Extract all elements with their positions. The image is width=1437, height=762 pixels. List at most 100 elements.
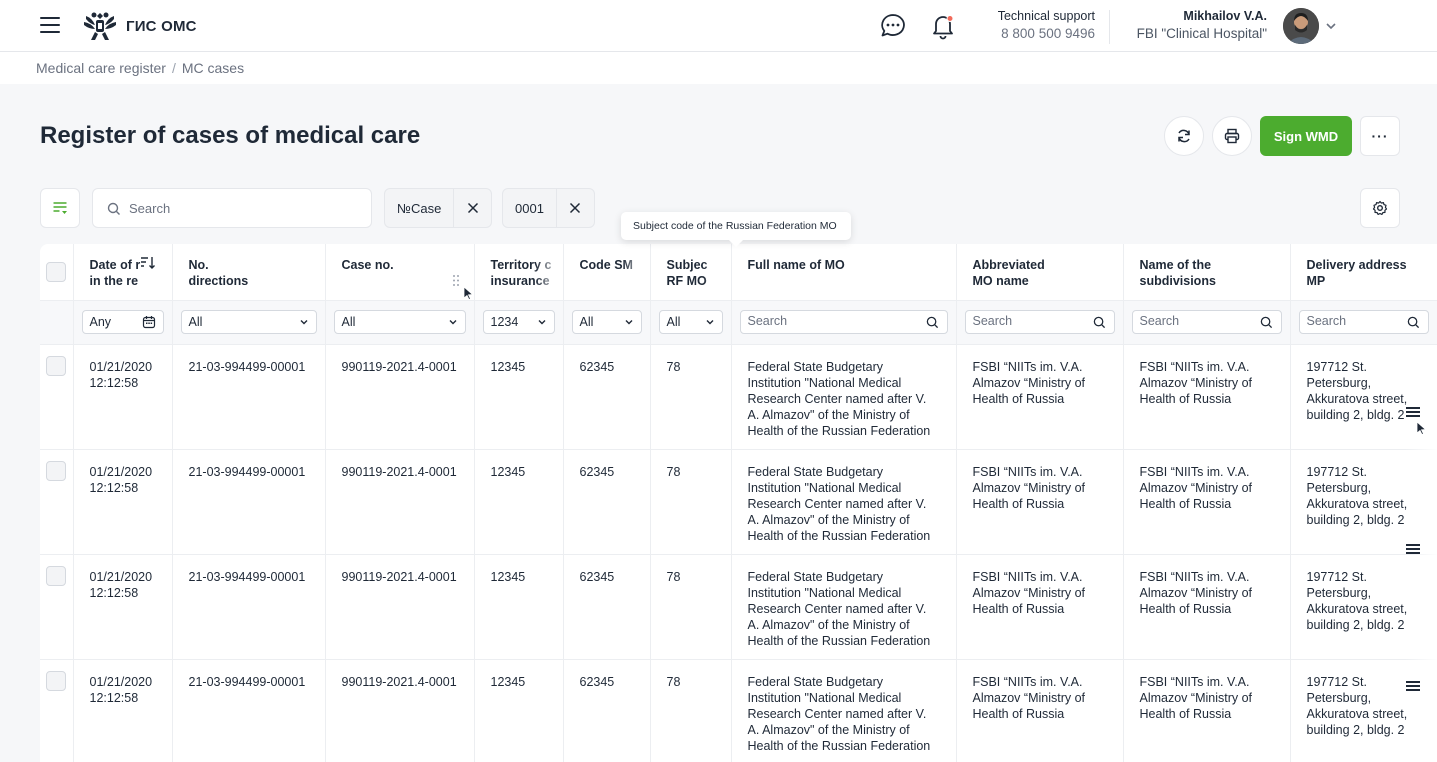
row-checkbox[interactable] <box>46 670 67 691</box>
header-line: Name of the <box>1139 258 1212 272</box>
column-header-date[interactable]: Date of r in the re <box>73 244 173 301</box>
column-header-address[interactable]: Delivery address MP <box>1290 244 1437 301</box>
column-tooltip: Subject code of the Russian Federation M… <box>621 212 851 240</box>
refresh-button[interactable] <box>1164 116 1204 156</box>
column-header-case[interactable]: Case no. <box>325 244 475 301</box>
date-filter[interactable]: Any <box>81 309 164 334</box>
breadcrumb-item[interactable]: MC cases <box>181 60 245 76</box>
emblem-icon <box>84 12 116 40</box>
close-icon <box>570 202 581 214</box>
address-line: building 2, bldg. 2 <box>1306 407 1405 422</box>
cell-case-no: 990119-2021.4-0001 <box>325 344 475 450</box>
filter-cell: All <box>172 300 326 345</box>
time-value: 12:12:58 <box>89 690 139 705</box>
calendar-icon <box>142 315 155 328</box>
cell-full-name: Federal State Budgetary Institution "Nat… <box>731 449 957 555</box>
user-info[interactable]: Mikhailov V.A. FBI "Clinical Hospital" <box>1110 9 1267 41</box>
sort-icon[interactable] <box>140 256 156 270</box>
column-header-code-sm[interactable]: Code SM <box>563 244 651 301</box>
date-value: 01/21/2020 <box>89 359 153 374</box>
header-line: directions <box>188 274 249 288</box>
table-row[interactable]: 01/21/2020 12:12:58 21-03-994499-00001 99… <box>40 344 1437 450</box>
row-menu-icon[interactable] <box>1406 544 1420 554</box>
column-header-subject[interactable]: Subjec RF MO <box>650 244 732 301</box>
address-line: Petersburg, <box>1306 690 1372 705</box>
cell-territory: 12345 <box>474 659 564 762</box>
full-name-search-input[interactable] <box>747 313 920 328</box>
table-row[interactable]: 01/21/2020 12:12:58 21-03-994499-00001 99… <box>40 554 1437 660</box>
bell-icon[interactable] <box>929 12 957 40</box>
print-icon <box>1224 128 1240 144</box>
column-header-abbreviated[interactable]: Abbreviated MO name <box>956 244 1124 301</box>
cell-directions: 21-03-994499-00001 <box>172 449 326 555</box>
subject-filter[interactable]: All <box>658 309 723 334</box>
address-line: 197712 St. <box>1306 464 1367 479</box>
print-button[interactable] <box>1212 116 1252 156</box>
search-icon <box>107 202 120 215</box>
row-checkbox[interactable] <box>46 565 67 586</box>
column-header-full-name[interactable]: Full name of MO <box>731 244 957 301</box>
chip-label: №Case <box>397 200 442 216</box>
chip-label: 0001 <box>515 200 544 216</box>
row-select-cell <box>40 554 74 660</box>
select-all-cell <box>40 244 74 301</box>
address-line: Petersburg, <box>1306 375 1372 390</box>
row-menu-icon[interactable] <box>1406 407 1420 417</box>
time-value: 12:12:58 <box>89 585 139 600</box>
filter-cell <box>1290 300 1437 345</box>
remove-chip-button[interactable] <box>555 189 594 227</box>
code-sm-filter[interactable]: All <box>571 309 642 334</box>
column-header-territory[interactable]: Territory c insurance <box>474 244 564 301</box>
address-search-input[interactable] <box>1306 313 1401 328</box>
column-header-directions[interactable]: No. directions <box>172 244 326 301</box>
breadcrumb-item[interactable]: Medical care register <box>36 60 166 76</box>
search-input[interactable] <box>129 198 359 218</box>
cell-code-sm: 62345 <box>563 344 651 450</box>
header-line: Full name of MO <box>747 258 845 272</box>
remove-chip-button[interactable] <box>453 189 491 227</box>
table-row[interactable]: 01/21/2020 12:12:58 21-03-994499-00001 99… <box>40 449 1437 555</box>
search-icon <box>1260 316 1272 328</box>
more-button[interactable]: ··· <box>1360 116 1400 156</box>
filter-cell: All <box>325 300 475 345</box>
support-phone[interactable]: 8 800 500 9496 <box>1001 26 1095 41</box>
sign-wmd-button[interactable]: Sign WMD <box>1260 116 1352 156</box>
filter-cell <box>40 300 74 345</box>
territory-filter[interactable]: 1234 <box>482 309 555 334</box>
cell-subject: 78 <box>650 449 732 555</box>
header-line: No. <box>188 258 209 272</box>
menu-icon[interactable] <box>40 17 60 35</box>
row-checkbox[interactable] <box>46 355 67 376</box>
cell-case-no: 990119-2021.4-0001 <box>325 554 475 660</box>
search-icon <box>1407 316 1419 328</box>
filter-cell: All <box>650 300 732 345</box>
directions-filter[interactable]: All <box>180 309 317 334</box>
chevron-down-icon <box>538 319 545 324</box>
breadcrumb-separator: / <box>171 60 176 76</box>
subdivision-search-input[interactable] <box>1139 313 1254 328</box>
table-row[interactable]: 01/21/2020 12:12:58 21-03-994499-00001 99… <box>40 659 1437 762</box>
table-settings-button[interactable] <box>1360 188 1400 228</box>
case-filter[interactable]: All <box>333 309 466 334</box>
date-value: 01/21/2020 <box>89 464 153 479</box>
address-line: building 2, bldg. 2 <box>1306 617 1405 632</box>
avatar[interactable] <box>1283 8 1319 44</box>
cell-code-sm: 62345 <box>563 449 651 555</box>
row-menu-icon[interactable] <box>1406 681 1420 691</box>
filter-cell <box>956 300 1124 345</box>
breadcrumb: Medical care register / MC cases <box>0 52 1437 84</box>
chevron-down-icon[interactable] <box>1325 20 1337 32</box>
chat-icon[interactable] <box>879 12 907 40</box>
drag-handle-icon[interactable] <box>452 274 460 287</box>
address-line: 197712 St. <box>1306 674 1367 689</box>
abbreviated-search-input[interactable] <box>972 313 1087 328</box>
select-all-checkbox[interactable] <box>46 262 67 282</box>
column-header-subdivision[interactable]: Name of the subdivisions <box>1123 244 1291 301</box>
cell-subdivision: FSBI “NIITs im. V.A. Almazov “Ministry o… <box>1123 659 1291 762</box>
time-value: 12:12:58 <box>89 480 139 495</box>
filter-button[interactable] <box>40 188 80 228</box>
address-line: building 2, bldg. 2 <box>1306 512 1405 527</box>
row-checkbox[interactable] <box>46 460 67 481</box>
address-line: 197712 St. <box>1306 569 1367 584</box>
cell-code-sm: 62345 <box>563 554 651 660</box>
